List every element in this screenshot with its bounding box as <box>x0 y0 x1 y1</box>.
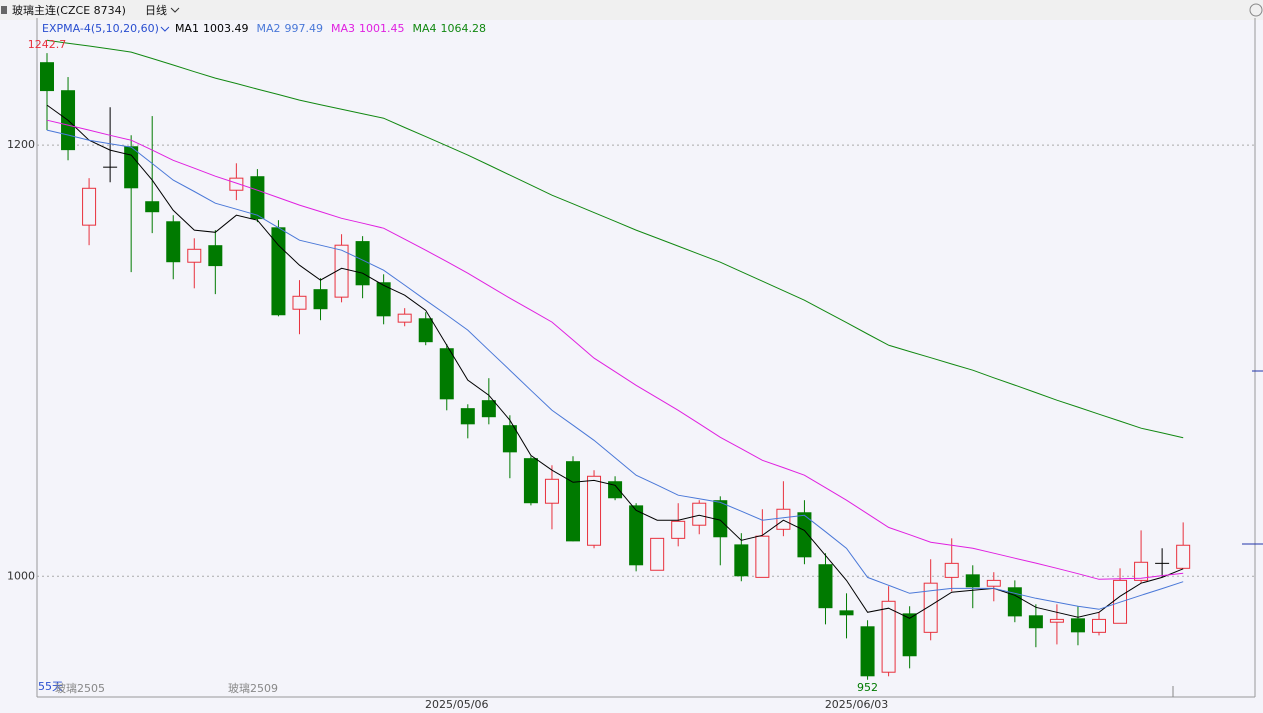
indicator-label[interactable]: EXPMA-4(5,10,20,60) <box>42 22 159 35</box>
candle-body <box>82 187 97 226</box>
candle-body <box>334 244 349 298</box>
legend-value: 1064.28 <box>441 22 487 35</box>
candle-body <box>1176 544 1191 569</box>
settings-icon[interactable] <box>1249 3 1263 17</box>
min-label: 952 <box>857 681 878 694</box>
candle-body <box>713 500 728 538</box>
ma-line <box>46 119 1184 580</box>
legend-name: MA2 <box>256 22 280 35</box>
candle-body <box>313 289 328 310</box>
candle-body <box>229 177 244 191</box>
candle-body <box>460 408 475 425</box>
candle-body <box>166 221 181 263</box>
candle-body <box>692 502 707 526</box>
candle-body <box>797 512 812 558</box>
indicator-chevron <box>160 26 170 32</box>
candle-body <box>355 241 370 286</box>
candle-body <box>629 505 644 566</box>
candle-body <box>397 313 412 323</box>
candle-body <box>755 535 770 578</box>
candle-body <box>566 461 580 542</box>
candle-body <box>544 478 559 504</box>
count-label: 55天 <box>38 680 63 693</box>
legend-value: 1001.45 <box>359 22 405 35</box>
contract-label: 玻璃2505 <box>55 681 105 695</box>
candle-body <box>671 520 686 539</box>
candle-body <box>1070 618 1085 633</box>
header-title: 玻璃主连(CZCE 8734) <box>12 3 126 17</box>
legend-value: 997.49 <box>284 22 323 35</box>
ma-line <box>46 129 1184 610</box>
ma-line <box>46 39 1184 439</box>
period-chevron[interactable] <box>170 7 180 13</box>
contract-label: 玻璃2509 <box>228 681 278 695</box>
candle-body <box>1049 618 1064 623</box>
candle-body <box>881 600 896 673</box>
header-icon <box>1 6 7 14</box>
candle-body <box>1028 615 1043 629</box>
candle-body <box>818 564 833 609</box>
legend-value: 1003.49 <box>203 22 249 35</box>
candle-body <box>839 610 854 616</box>
candle-body <box>376 282 391 317</box>
candle-body <box>587 475 602 546</box>
candle-body <box>1134 561 1149 581</box>
legend-name: MA1 <box>175 22 199 35</box>
x-tick-label: 2025/06/03 <box>825 698 888 711</box>
y-tick-label: 1200 <box>7 138 35 151</box>
candle-body <box>1092 618 1106 633</box>
candle-body <box>965 574 980 588</box>
candle-body <box>1007 587 1022 617</box>
candle-body <box>860 626 875 677</box>
max-label: 1242.7 <box>28 38 67 51</box>
x-tick-label: 2025/05/06 <box>425 698 488 711</box>
candle-body <box>944 562 959 578</box>
candle-body <box>502 425 517 453</box>
candle-body <box>986 579 1001 587</box>
candle-body <box>923 582 938 633</box>
candle-body <box>250 176 265 220</box>
candle-body <box>734 544 749 577</box>
candle-body <box>145 201 160 213</box>
period-selector[interactable]: 日线 <box>145 3 167 17</box>
candle-body <box>208 245 223 267</box>
candle-body <box>40 62 54 92</box>
candle-body <box>608 481 623 499</box>
y-tick-label: 1000 <box>7 569 35 582</box>
candle-body <box>292 295 307 310</box>
candle-body <box>187 248 202 263</box>
candle-body <box>523 458 538 504</box>
candle-body <box>650 537 665 571</box>
candle-body <box>271 227 286 316</box>
legend-name: MA4 <box>412 22 436 35</box>
candle-body <box>776 508 791 530</box>
candle-body <box>902 613 917 657</box>
header-bar <box>0 0 1263 20</box>
candle-body <box>481 400 496 418</box>
candle-body <box>124 146 139 189</box>
candle-body <box>418 318 433 343</box>
candle-body <box>439 348 454 400</box>
legend-name: MA3 <box>331 22 355 35</box>
